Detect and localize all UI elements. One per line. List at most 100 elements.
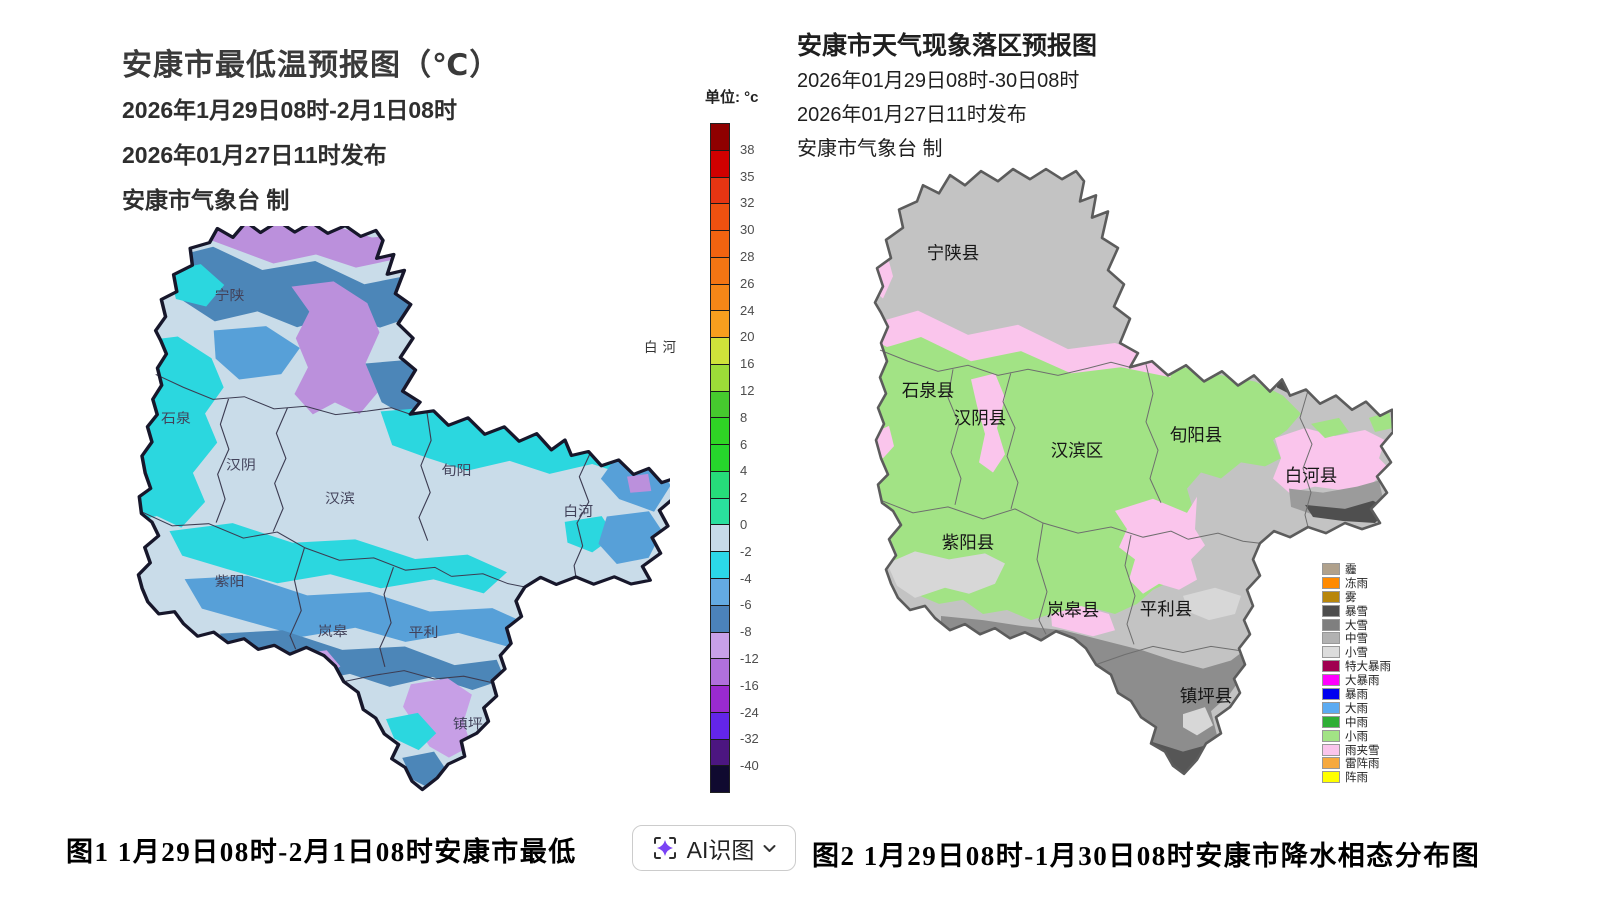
right-city-outline [873, 167, 1393, 776]
county-label: 汉阴县 [954, 408, 1006, 428]
legend-item: 阵雨 [1322, 770, 1391, 784]
colorbar-segment [711, 712, 729, 740]
legend-item: 大雪 [1322, 618, 1391, 632]
fig1-title: 安康市最低温预报图（℃） [122, 49, 501, 82]
legend-item: 暴雨 [1322, 687, 1391, 701]
colorbar-segment [711, 150, 729, 178]
colorbar-tick-label: 38 [740, 141, 755, 157]
legend-swatch [1322, 646, 1340, 659]
fig2-title: 安康市天气现象落区预报图 [797, 32, 1098, 60]
colorbar-tick-label: 24 [740, 302, 755, 318]
county-label: 紫阳 [215, 574, 245, 590]
colorbar-segment [711, 284, 729, 312]
colorbar-tick-label: -16 [740, 677, 759, 693]
colorbar-segment [711, 686, 729, 713]
legend-label: 暴雨 [1345, 688, 1368, 701]
colorbar-segment [711, 204, 729, 232]
colorbar-segment [711, 605, 729, 633]
colorbar-tick-label: 20 [740, 329, 755, 345]
colorbar-segment [711, 338, 729, 365]
colorbar-segment [711, 445, 729, 472]
legend-label: 雾 [1345, 591, 1357, 604]
legend-swatch [1322, 729, 1340, 742]
colorbar-tick-label: -4 [740, 570, 752, 586]
county-label: 汉阴 [226, 457, 256, 473]
left-county-borders [141, 373, 591, 684]
colorbar-segment [711, 525, 729, 553]
colorbar-segment [711, 471, 729, 499]
colorbar-segment [711, 231, 729, 258]
county-label: 镇坪 [453, 716, 483, 732]
legend-item: 雷阵雨 [1322, 756, 1391, 770]
legend-swatch [1322, 618, 1340, 631]
legend-item: 雾 [1322, 590, 1391, 604]
legend-swatch [1322, 674, 1340, 687]
legend-swatch [1322, 562, 1340, 575]
colorbar-segment [711, 739, 729, 767]
colorbar-segment [711, 364, 729, 392]
temperature-colorbar: 38 35 32 30 28 26 24 20 16 12 8 6 4 2 0 -2 -4 -6 -8 -12 -16-… [710, 123, 759, 793]
precipitation-legend: 霾冻雨雾暴雪 大雪 中雪 小雪 特大暴雨 大暴雨 暴雨 大雨 中雨 小雨 雨夹雪 雷阵雨 阵雨 [1322, 562, 1391, 784]
legend-label: 小雨 [1345, 730, 1368, 743]
colorbar-segment [711, 257, 729, 285]
county-label: 旬阳县 [1170, 425, 1222, 445]
legend-swatch [1322, 771, 1340, 784]
colorbar-tick-label: -24 [740, 704, 759, 720]
legend-label: 中雨 [1345, 716, 1368, 729]
legend-label: 中雪 [1345, 633, 1368, 646]
legend-item: 冻雨 [1322, 576, 1391, 590]
fig1-caption: 图1 1月29日08时-2月1日08时安康市最低 [66, 837, 577, 867]
colorbar-segment [711, 498, 729, 526]
colorbar-segments [710, 123, 730, 793]
colorbar-tick-label: 12 [740, 382, 755, 398]
fig1-producer: 安康市气象台 制 [122, 187, 290, 213]
legend-item: 大雨 [1322, 701, 1391, 715]
ai-recognize-button[interactable]: AI识图 [632, 825, 796, 871]
legend-label: 霾 [1345, 563, 1357, 576]
county-label: 平利 [409, 625, 439, 641]
legend-item: 中雪 [1322, 631, 1391, 645]
legend-label: 大暴雨 [1345, 675, 1380, 688]
legend-item: 霾 [1322, 562, 1391, 576]
legend-label: 雨夹雪 [1345, 744, 1380, 757]
fig1-title-block: 安康市最低温预报图（℃） 2026年1月29日08时-2月1日08时 2026年… [122, 44, 500, 223]
legend-swatch [1322, 604, 1340, 617]
floating-baihe-label: 白河 [644, 340, 681, 355]
legend-item: 大暴雨 [1322, 673, 1391, 687]
legend-swatch [1322, 576, 1340, 589]
colorbar-tick-label: 16 [740, 355, 755, 371]
colorbar-tick-label: 32 [740, 195, 755, 211]
legend-label: 雷阵雨 [1345, 758, 1380, 771]
legend-item: 小雪 [1322, 645, 1391, 659]
county-label: 白河 [563, 503, 593, 519]
fig1-issue-time: 2026年01月27日11时发布 [122, 142, 387, 168]
colorbar-tick-label: -8 [740, 623, 752, 639]
legend-swatch [1322, 660, 1340, 673]
fig2-issue-time: 2026年01月27日11时发布 [797, 104, 1027, 126]
colorbar-segment [711, 579, 729, 606]
colorbar-segment [711, 632, 729, 660]
fig2-caption: 图2 1月29日08时-1月30日08时安康市降水相态分布图 [812, 841, 1481, 871]
colorbar-tick-label: -12 [740, 650, 759, 666]
ai-button-label: AI识图 [686, 837, 755, 863]
legend-label: 冻雨 [1345, 577, 1368, 590]
legend-item: 中雨 [1322, 715, 1391, 729]
ai-sparkle-icon [653, 837, 676, 859]
left-city-outline [136, 226, 670, 792]
colorbar-tick-label: 6 [740, 436, 748, 452]
colorbar-segment [711, 311, 729, 339]
county-label: 平利县 [1140, 599, 1192, 619]
county-label: 镇坪县 [1180, 686, 1232, 706]
legend-label: 暴雪 [1345, 605, 1368, 618]
legend-label: 大雨 [1345, 702, 1368, 715]
colorbar-tick-label: -6 [740, 597, 752, 613]
county-label: 宁陕 [215, 288, 245, 304]
legend-label: 阵雨 [1345, 772, 1368, 785]
legend-item: 小雨 [1322, 729, 1391, 743]
colorbar-segment [711, 552, 729, 580]
legend-swatch [1322, 715, 1340, 728]
fig1-valid-time: 2026年1月29日08时-2月1日08时 [122, 97, 457, 123]
legend-item: 雨夹雪 [1322, 743, 1391, 757]
